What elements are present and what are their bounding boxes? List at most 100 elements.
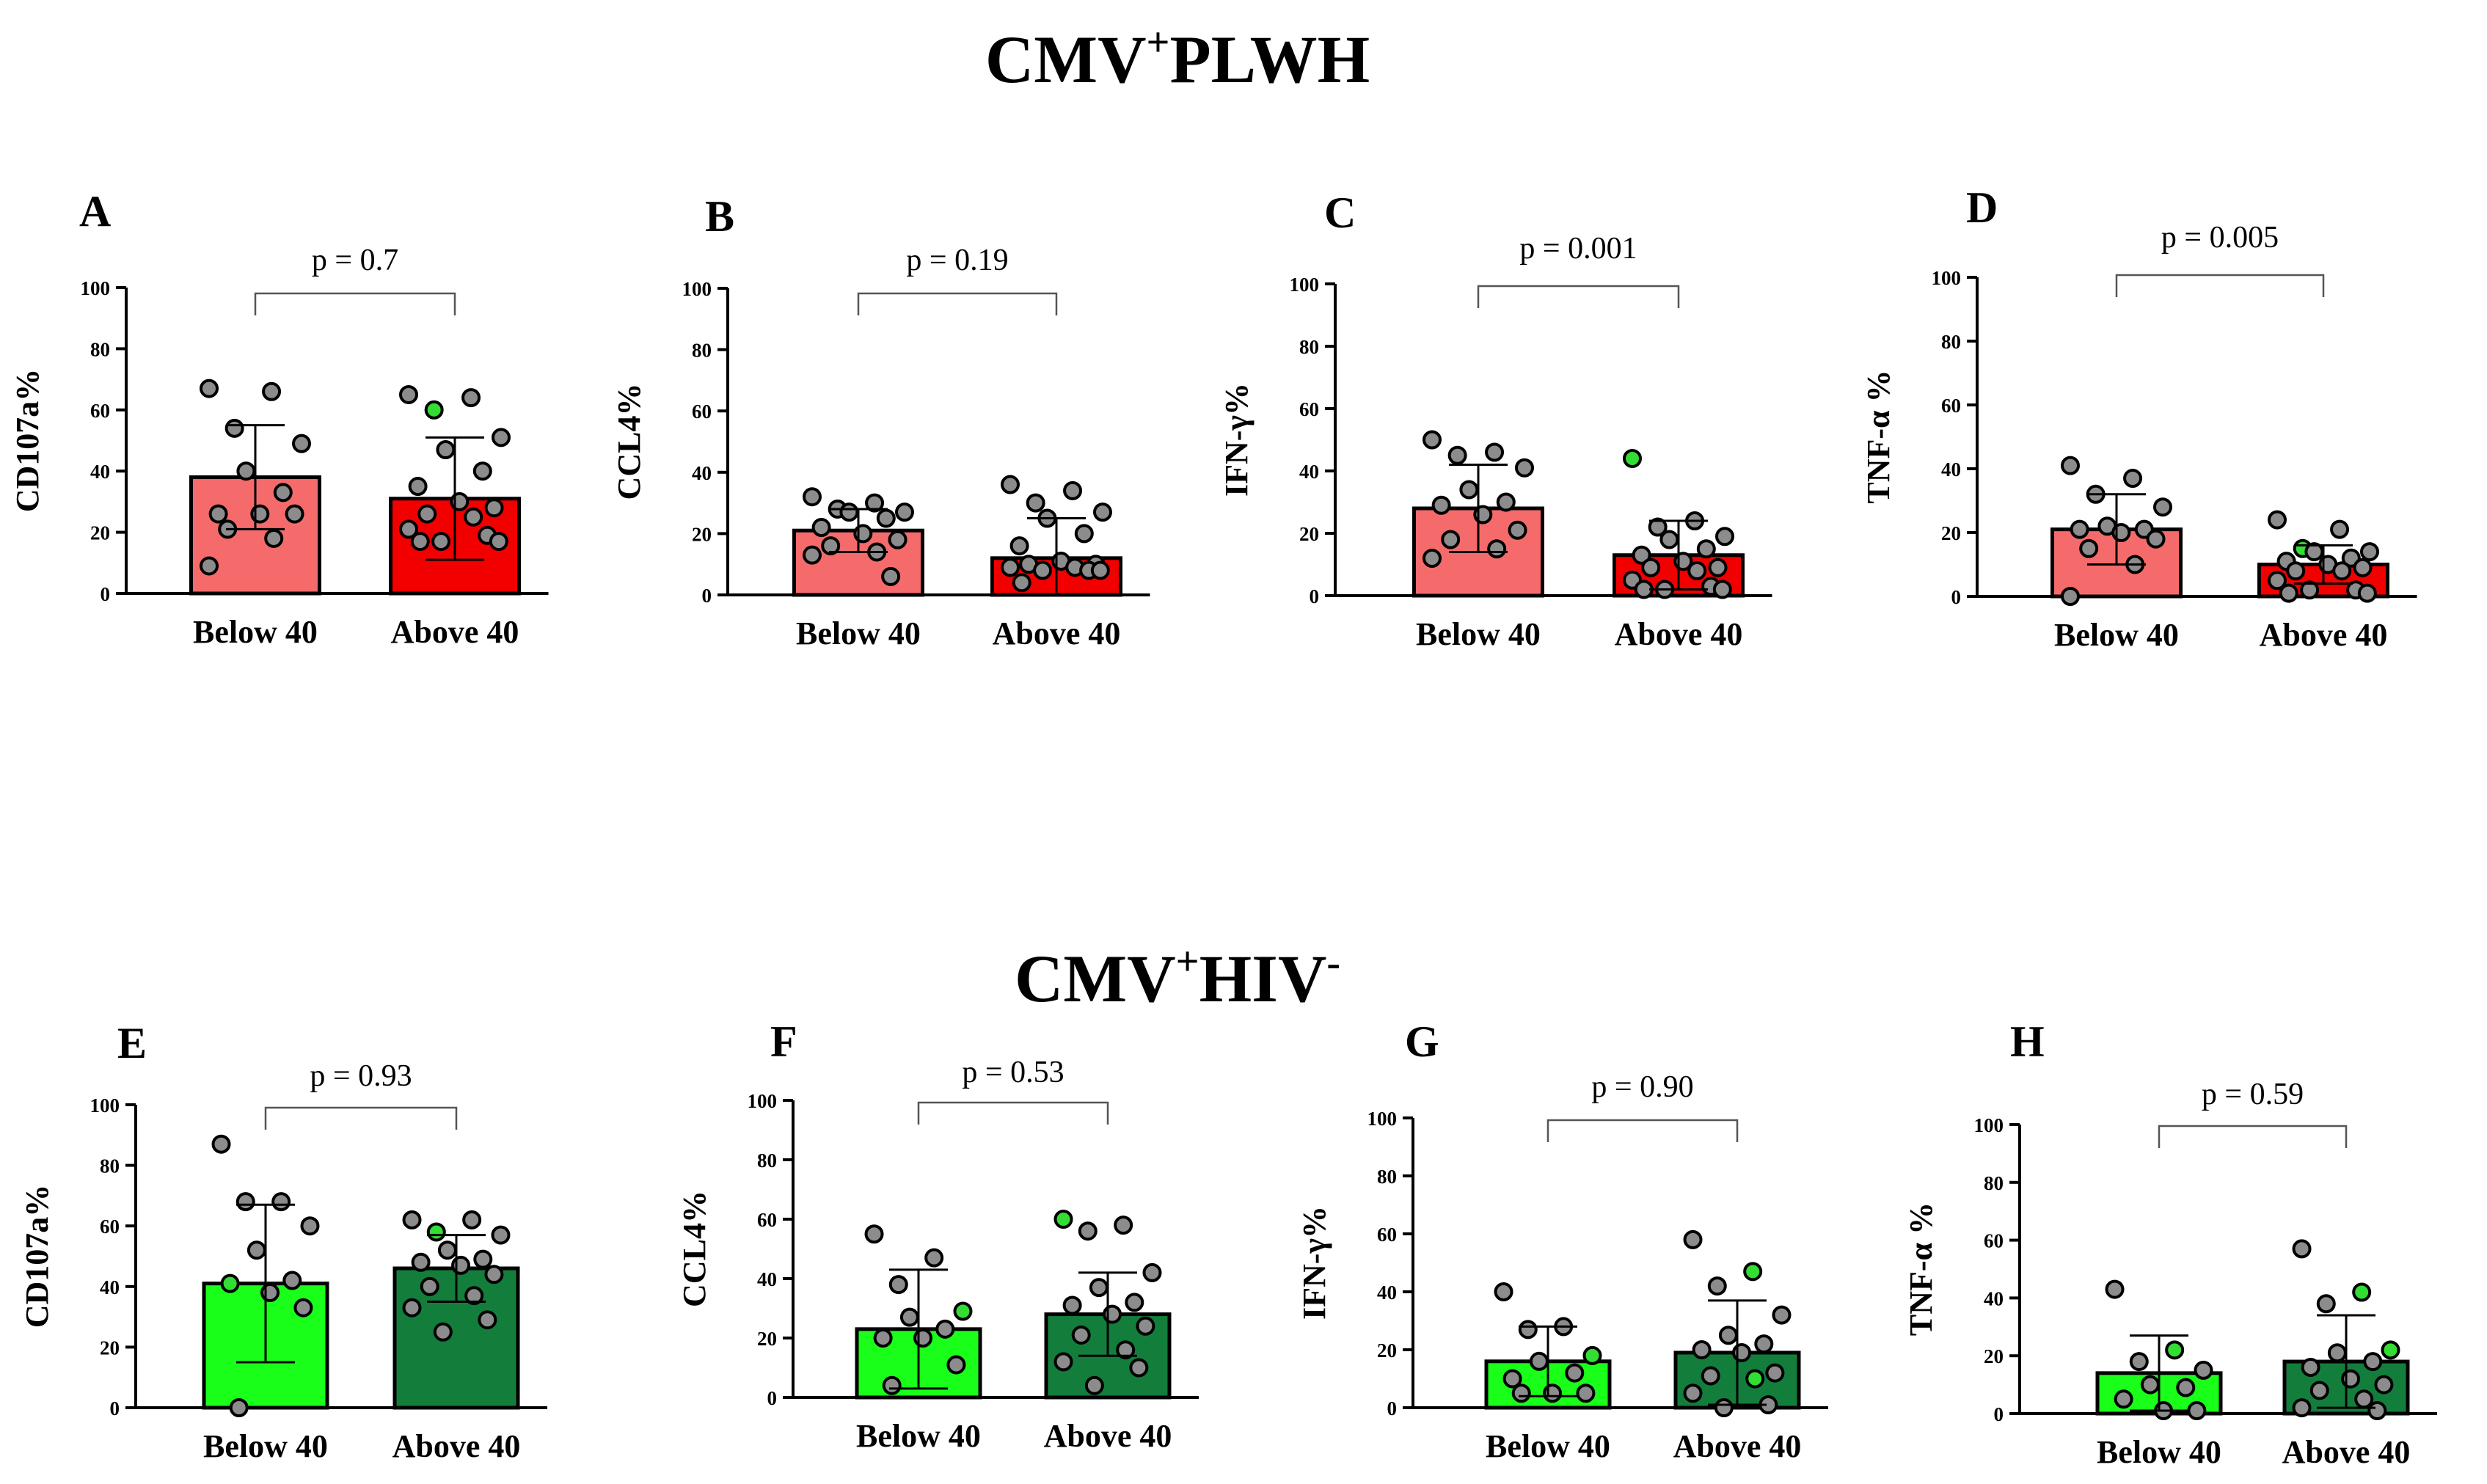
data-point (1508, 520, 1527, 540)
y-tick-label: 20 (757, 1328, 777, 1350)
data-point (811, 518, 831, 538)
y-axis-label: IFN-γ% (1219, 383, 1255, 497)
y-axis-label: IFN-γ% (1296, 1206, 1332, 1320)
y-tick-label: 0 (702, 585, 712, 607)
y-tick-label: 0 (1951, 586, 1962, 608)
data-point (236, 461, 256, 481)
y-tick-label: 100 (1367, 1108, 1398, 1130)
data-point (1714, 1398, 1734, 1417)
data-point (1707, 1276, 1727, 1296)
data-point (1511, 1384, 1531, 1403)
y-tick-label: 0 (110, 1397, 120, 1419)
data-point (300, 1216, 320, 1236)
y-tick-label: 20 (1299, 523, 1319, 545)
data-point (200, 556, 219, 576)
data-point (1718, 1326, 1738, 1345)
data-point (1136, 1316, 1155, 1336)
panel-g: G IFN-γ% 0 20 40 60 80 100 Below 40 Above 40 p = 0… (1296, 1017, 1828, 1464)
y-tick-label: 20 (692, 523, 712, 545)
data-point (1090, 560, 1110, 580)
data-point (1696, 539, 1716, 559)
y-tick-label: 80 (1377, 1166, 1397, 1188)
data-point (1576, 1384, 1596, 1403)
data-point (1496, 492, 1516, 512)
data-point (839, 502, 859, 522)
data-point (431, 532, 451, 552)
data-point (1103, 1304, 1122, 1324)
data-point (2194, 1360, 2213, 1380)
data-point (881, 566, 901, 586)
data-point (491, 1225, 511, 1245)
x-tick-label: Below 40 (1416, 616, 1541, 652)
data-point (235, 1192, 255, 1212)
data-point (821, 536, 841, 556)
data-point (1441, 530, 1461, 549)
data-point (1026, 493, 1045, 513)
significance-bracket (1477, 285, 1680, 308)
y-tick-label: 80 (1941, 331, 1961, 353)
data-point (2292, 1398, 2312, 1418)
data-point (2114, 1389, 2133, 1409)
data-point (1033, 560, 1053, 580)
data-point (1423, 430, 1442, 450)
data-point (2187, 1401, 2207, 1421)
data-point (2165, 1340, 2185, 1360)
y-tick-label: 20 (1941, 522, 1961, 544)
data-point (888, 1275, 908, 1295)
data-point (224, 418, 244, 438)
data-point (2353, 558, 2373, 577)
data-point (2352, 1282, 2372, 1302)
data-point (282, 1271, 302, 1290)
data-point (1743, 1262, 1763, 1282)
x-tick-label: Above 40 (2282, 1434, 2411, 1470)
data-point (211, 1134, 231, 1154)
data-point (2354, 1389, 2374, 1409)
data-point (876, 508, 896, 528)
panel-letter: F (770, 1017, 797, 1066)
y-tick-label: 0 (767, 1387, 778, 1409)
y-axis-label: CCL4% (676, 1191, 712, 1307)
data-point (2153, 497, 2172, 517)
data-point (1529, 1351, 1549, 1371)
y-tick-label: 60 (1377, 1224, 1397, 1246)
data-point (1071, 1325, 1091, 1345)
x-tick-label: Above 40 (1615, 616, 1743, 652)
y-tick-label: 80 (90, 338, 110, 360)
y-axis-label: CD107a% (19, 1185, 55, 1328)
data-point (864, 1224, 884, 1244)
data-point (1494, 1282, 1513, 1301)
x-tick-label: Below 40 (856, 1418, 981, 1454)
y-tick-label: 40 (1984, 1287, 2004, 1309)
data-point (2330, 519, 2350, 539)
data-point (1431, 495, 1451, 515)
data-point (1692, 1340, 1712, 1359)
data-point (426, 1222, 446, 1242)
data-point (2367, 1401, 2387, 1421)
data-point (1009, 536, 1029, 556)
data-point (1765, 1363, 1785, 1383)
data-point (2279, 583, 2298, 603)
significance-bracket (264, 1106, 458, 1130)
data-point (2129, 1352, 2149, 1372)
data-point (1093, 502, 1112, 522)
data-point (935, 1319, 955, 1339)
data-point (489, 532, 508, 552)
data-point (285, 504, 304, 524)
data-point (1001, 558, 1020, 577)
data-point (1485, 442, 1505, 462)
y-axis-label: CD107a% (10, 369, 45, 513)
data-point (200, 379, 219, 398)
data-point (2304, 542, 2324, 562)
x-tick-label: Below 40 (1486, 1428, 1610, 1464)
y-tick-label: 40 (1377, 1282, 1397, 1304)
y-tick-label: 40 (757, 1268, 777, 1290)
y-tick-label: 60 (1984, 1230, 2004, 1252)
significance-bracket (1546, 1119, 1739, 1142)
panel-letter: G (1405, 1017, 1439, 1066)
y-tick-label: 60 (100, 1216, 120, 1238)
data-point (436, 440, 456, 460)
data-point (1447, 445, 1467, 465)
data-point (899, 1307, 919, 1327)
data-point (2316, 1294, 2336, 1314)
data-point (865, 493, 885, 513)
